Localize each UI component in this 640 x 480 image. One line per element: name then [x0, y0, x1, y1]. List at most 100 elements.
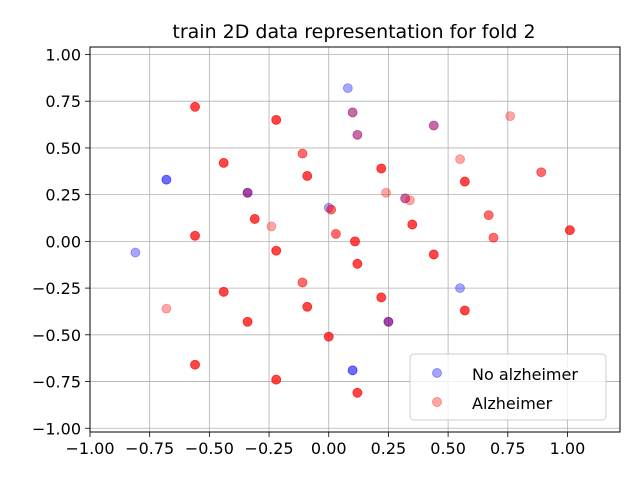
point-alzheimer — [428, 120, 439, 131]
point-alzheimer — [350, 236, 360, 247]
point-alzheimer — [459, 176, 470, 187]
point-alzheimer — [323, 331, 334, 342]
point-alzheimer — [302, 171, 313, 181]
point-alzheimer — [350, 236, 360, 247]
point-alzheimer — [218, 286, 229, 297]
x-tick-label: −1.00 — [65, 439, 114, 458]
point-alzheimer — [271, 114, 282, 125]
y-tick-label: −0.50 — [32, 326, 81, 345]
point-alzheimer — [383, 316, 394, 327]
point-alzheimer — [536, 167, 547, 178]
point-alzheimer — [428, 249, 439, 260]
point-alzheimer — [352, 387, 363, 398]
point-alzheimer — [161, 303, 172, 314]
point-no-alzheimer — [383, 316, 394, 327]
point-alzheimer — [302, 301, 313, 312]
chart-title: train 2D data representation for fold 2 — [172, 21, 535, 43]
point-alzheimer — [536, 167, 547, 178]
point-alzheimer — [271, 374, 282, 385]
point-alzheimer — [218, 286, 229, 297]
point-no-alzheimer — [161, 174, 172, 185]
point-alzheimer — [352, 258, 363, 269]
point-alzheimer — [190, 101, 200, 112]
legend-label-alzheimer: Alzheimer — [472, 394, 553, 413]
point-alzheimer — [505, 111, 516, 122]
point-no-alzheimer — [130, 247, 141, 258]
point-alzheimer — [271, 245, 282, 256]
point-alzheimer — [459, 305, 470, 316]
point-alzheimer — [242, 187, 253, 198]
point-alzheimer — [302, 301, 313, 312]
point-alzheimer — [564, 225, 575, 236]
point-alzheimer — [190, 230, 200, 241]
point-alzheimer — [242, 316, 253, 327]
point-alzheimer — [190, 359, 200, 370]
legend-marker-no-alzheimer — [432, 368, 442, 378]
point-no-alzheimer — [242, 187, 253, 198]
point-no-alzheimer — [347, 365, 358, 376]
legend-label-no-alzheimer: No alzheimer — [472, 365, 578, 384]
point-alzheimer — [218, 157, 229, 168]
point-alzheimer — [190, 101, 200, 112]
y-tick-label: 0.75 — [45, 92, 81, 111]
point-alzheimer — [331, 228, 341, 239]
point-no-alzheimer — [347, 107, 358, 118]
y-tick-label: −1.00 — [32, 419, 81, 438]
point-alzheimer — [564, 225, 575, 236]
point-alzheimer — [190, 230, 200, 241]
point-alzheimer — [376, 163, 387, 174]
point-alzheimer — [483, 210, 494, 221]
grid-lines — [89, 47, 620, 432]
point-alzheimer — [455, 154, 465, 165]
point-alzheimer — [297, 148, 308, 159]
point-alzheimer — [266, 221, 277, 232]
point-no-alzheimer — [400, 193, 411, 204]
point-alzheimer — [323, 331, 334, 342]
point-alzheimer — [302, 301, 313, 312]
point-alzheimer — [326, 204, 337, 215]
point-alzheimer — [326, 204, 337, 215]
point-alzheimer — [271, 374, 282, 385]
point-alzheimer — [407, 219, 418, 230]
point-alzheimer — [376, 292, 387, 303]
point-no-alzheimer — [161, 174, 172, 185]
axis-ticks: −1.00 −0.75 −0.50 −0.25 0.00 0.25 0.50 0.75 1.00… — [32, 45, 585, 458]
point-alzheimer — [242, 316, 253, 327]
point-alzheimer — [271, 245, 282, 256]
point-alzheimer — [381, 187, 391, 198]
point-alzheimer — [405, 195, 415, 206]
point-alzheimer — [376, 292, 387, 303]
legend-marker-alzheimer — [432, 397, 442, 407]
point-alzheimer — [407, 219, 418, 230]
point-alzheimer — [459, 176, 470, 187]
point-alzheimer — [350, 236, 360, 247]
point-alzheimer — [297, 277, 308, 288]
x-tick-label: 0.75 — [490, 439, 526, 458]
point-no-alzheimer — [347, 365, 358, 376]
point-alzheimer — [564, 225, 575, 236]
point-alzheimer — [459, 305, 470, 316]
point-alzheimer — [242, 316, 253, 327]
point-alzheimer — [352, 129, 363, 140]
point-alzheimer — [218, 286, 229, 297]
point-alzheimer — [190, 230, 200, 241]
plot-frame — [89, 46, 621, 433]
legend: No alzheimer Alzheimer — [409, 353, 607, 421]
x-tick-label: −0.50 — [185, 439, 234, 458]
x-tick-label: 0.25 — [371, 439, 407, 458]
point-alzheimer — [297, 148, 308, 159]
point-alzheimer — [218, 157, 229, 168]
x-tick-label: −0.25 — [245, 439, 294, 458]
legend-box — [409, 353, 607, 421]
y-tick-label: 0.50 — [45, 139, 81, 158]
point-alzheimer — [190, 101, 200, 112]
y-tick-label: 0.25 — [45, 186, 81, 205]
point-alzheimer — [407, 219, 418, 230]
point-alzheimer — [302, 171, 313, 181]
point-no-alzheimer — [342, 83, 353, 94]
y-tick-label: −0.25 — [32, 279, 81, 298]
point-alzheimer — [352, 258, 363, 269]
point-alzheimer — [428, 249, 439, 260]
